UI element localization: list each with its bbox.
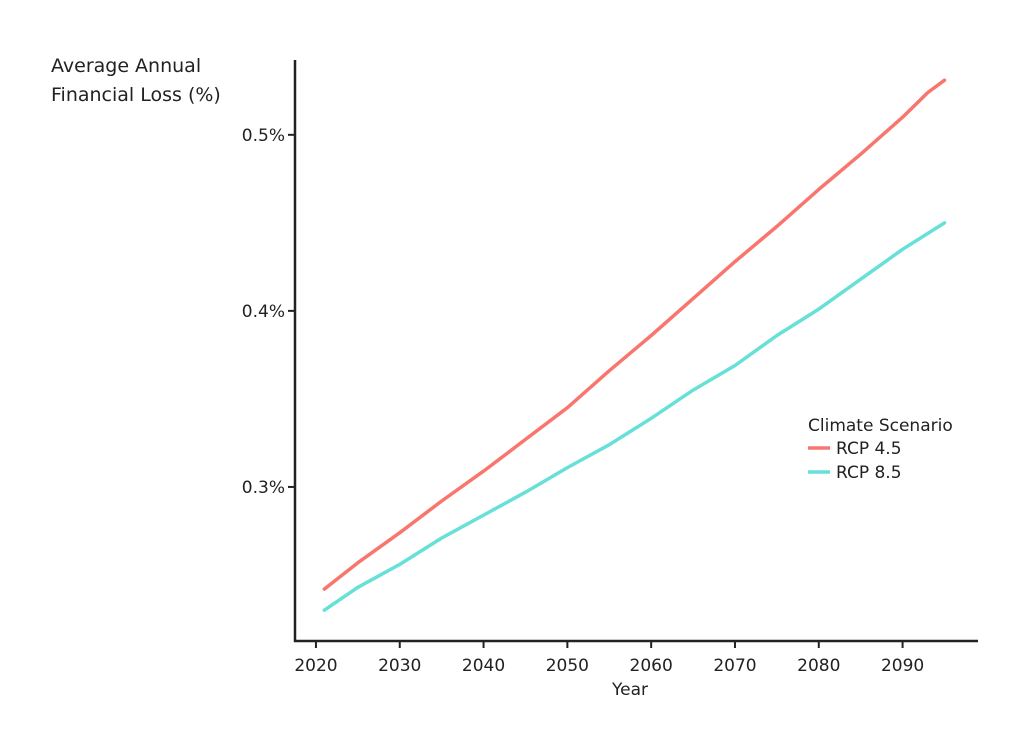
x-tick-label: 2090 <box>881 656 924 676</box>
y-axis-label-line-1: Average Annual <box>51 55 201 77</box>
legend-items: RCP 4.5 RCP 8.5 <box>808 439 902 483</box>
legend-label: RCP 4.5 <box>836 439 902 459</box>
series-lines <box>322 78 947 612</box>
legend-label: RCP 8.5 <box>836 463 902 483</box>
x-tick-label: 2080 <box>797 656 840 676</box>
series-line-rcp-4-5 <box>322 78 947 591</box>
y-tick-label: 0.3% <box>242 478 285 498</box>
legend-title: Climate Scenario <box>808 416 953 436</box>
x-tick-label: 2070 <box>713 656 756 676</box>
x-tick-label: 2020 <box>294 656 337 676</box>
axes <box>293 60 978 643</box>
x-axis-label: Year <box>611 680 648 700</box>
series-line-rcp-8-5 <box>322 221 947 612</box>
y-axis-label-line-2: Financial Loss (%) <box>51 84 221 106</box>
x-tick-label: 2060 <box>630 656 673 676</box>
y-axis-label: Average Annual Financial Loss (%) <box>51 55 221 106</box>
y-tick-label: 0.4% <box>242 302 285 322</box>
legend: Climate Scenario RCP 4.5 RCP 8.5 <box>808 416 953 483</box>
y-ticks: 0.3% 0.4% 0.5% <box>242 126 295 498</box>
x-tick-label: 2040 <box>462 656 505 676</box>
x-ticks: 2020 2030 2040 2050 2060 2070 2080 2090 <box>294 641 924 676</box>
x-tick-label: 2030 <box>378 656 421 676</box>
x-tick-label: 2050 <box>546 656 589 676</box>
y-tick-label: 0.5% <box>242 126 285 146</box>
